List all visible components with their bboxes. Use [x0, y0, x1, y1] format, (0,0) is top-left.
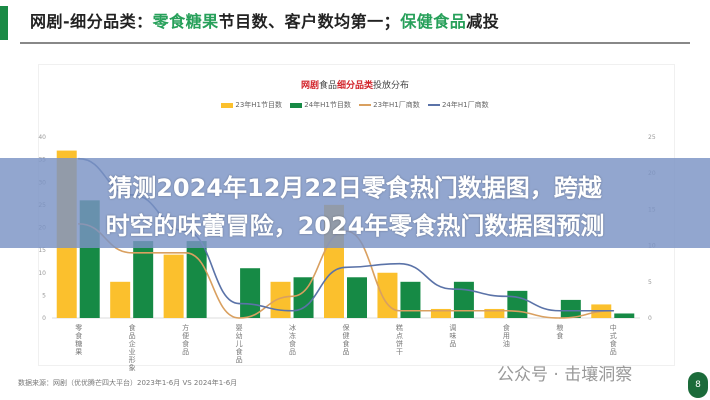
bar-24h1 — [347, 277, 367, 318]
bar-23h1 — [430, 308, 451, 318]
line-point — [398, 309, 401, 312]
line-point — [131, 252, 133, 254]
right-axis-tick: 0 — [648, 315, 652, 322]
category-label: 粮食 — [556, 323, 563, 340]
bar-23h1 — [377, 272, 398, 318]
bar-23h1 — [484, 308, 505, 318]
line-point — [612, 309, 615, 312]
category-label: 中式食品 — [610, 323, 617, 356]
bar-24h1 — [186, 241, 207, 318]
line-point — [505, 309, 508, 312]
headline-line-2: 时空的味蕾冒险，2024年零食热门数据图预测 — [105, 212, 605, 240]
title-highlight: 保健食品 — [400, 12, 467, 31]
legend-swatch — [221, 102, 234, 108]
bar-24h1 — [400, 281, 421, 318]
left-axis-tick: 40 — [38, 134, 46, 141]
left-axis-tick: 10 — [38, 270, 46, 277]
bar-23h1 — [163, 254, 184, 318]
chart-title-part: 投放分布 — [373, 81, 410, 91]
legend-item: 24年H1节目数 — [290, 100, 351, 110]
title-accent-bar — [0, 6, 8, 40]
bar-24h1 — [133, 241, 154, 318]
category-label: 糕点饼干 — [396, 323, 403, 356]
line-point — [238, 317, 240, 319]
title-part: 节目数、客户数均第一； — [218, 12, 401, 31]
bar-24h1 — [560, 299, 581, 318]
legend-item: 23年H1节目数 — [221, 100, 282, 110]
chart-legend: 23年H1节目数 24年H1节目数 23年H1厂商数 24年H1厂商数 — [0, 100, 710, 110]
bar-24h1 — [240, 268, 261, 318]
bar-24h1 — [507, 290, 528, 318]
legend-swatch — [290, 102, 303, 108]
legend-label: 23年H1厂商数 — [373, 101, 420, 109]
left-axis-tick: 5 — [42, 292, 46, 299]
line-point — [291, 309, 294, 312]
line-point — [345, 266, 347, 269]
right-axis-tick: 25 — [648, 134, 656, 141]
watermark: 公众号 · 击壤洞察 — [497, 365, 633, 385]
line-point — [184, 252, 187, 254]
category-label: 调味品 — [449, 323, 456, 348]
line-point — [452, 309, 454, 312]
category-label: 食品企业形象 — [129, 323, 136, 372]
bar-24h1 — [453, 281, 474, 318]
bar-24h1 — [614, 313, 635, 318]
title-part: 减投 — [466, 12, 500, 31]
legend-item: 24年H1厂商数 — [427, 100, 489, 110]
category-label: 冰冻食品 — [289, 323, 296, 356]
legend-label: 23年H1节目数 — [235, 101, 283, 109]
line-point — [505, 295, 508, 298]
chart-title-part: 细分品类 — [337, 81, 374, 91]
category-label: 保健食品 — [343, 323, 350, 356]
line-point — [398, 262, 401, 265]
category-label: 方便食品 — [182, 323, 189, 356]
title-divider — [20, 42, 690, 44]
category-label: 食用油 — [503, 323, 510, 348]
page-number-badge: 8 — [688, 372, 708, 398]
category-label: 零食糖果 — [75, 324, 82, 356]
category-label: 婴幼儿食品 — [236, 324, 243, 364]
legend-item: 23年H1厂商数 — [359, 100, 420, 110]
title-part: 网剧-细分品类： — [30, 12, 153, 31]
legend-label: 24年H1节目数 — [304, 101, 351, 109]
bar-23h1 — [110, 281, 131, 318]
left-axis-tick: 15 — [38, 247, 46, 254]
line-point — [559, 317, 561, 319]
left-axis-tick: 0 — [42, 315, 46, 322]
legend-swatch — [359, 104, 372, 106]
right-axis-tick: 5 — [648, 279, 652, 286]
slide-title: 网剧-细分品类：零食糖果节目数、客户数均第一；保健食品减投 — [30, 8, 499, 32]
bar-23h1 — [270, 281, 291, 318]
line-point — [559, 309, 561, 312]
data-source-note: 数据来源：网剧（优优腾芒四大平台）2023年1-6月 VS 2024年1-6月 — [18, 379, 238, 387]
headline-banner — [0, 158, 710, 248]
headline-line-1: 猜测2024年12月22日零食热门数据图，跨越 — [108, 174, 602, 202]
chart-title-part: 网剧 — [300, 81, 319, 91]
legend-label: 24年H1厂商数 — [441, 101, 489, 109]
legend-swatch — [427, 104, 440, 106]
chart-title: 网剧食品细分品类投放分布 — [0, 78, 710, 91]
line-point — [238, 302, 240, 305]
chart-title-part: 食品 — [318, 81, 337, 91]
title-highlight: 零食糖果 — [152, 12, 219, 31]
line-point — [452, 288, 454, 290]
line-point — [291, 295, 294, 298]
bar-24h1 — [293, 277, 314, 318]
